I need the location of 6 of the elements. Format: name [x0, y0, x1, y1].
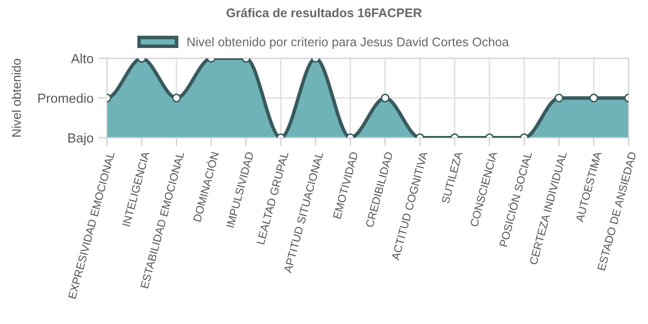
category-label: Bajo: [68, 132, 94, 146]
category-label: Alto: [71, 54, 94, 64]
legend-label: Nivel obtenido por criterio para Jesus David Cortes Ochoa: [188, 37, 509, 49]
chart-title: Gráfica de resultados 16FACPER: [226, 8, 422, 18]
category-label: Promedio: [38, 93, 94, 103]
y-axis-title: Nivel obtenido: [12, 58, 21, 137]
